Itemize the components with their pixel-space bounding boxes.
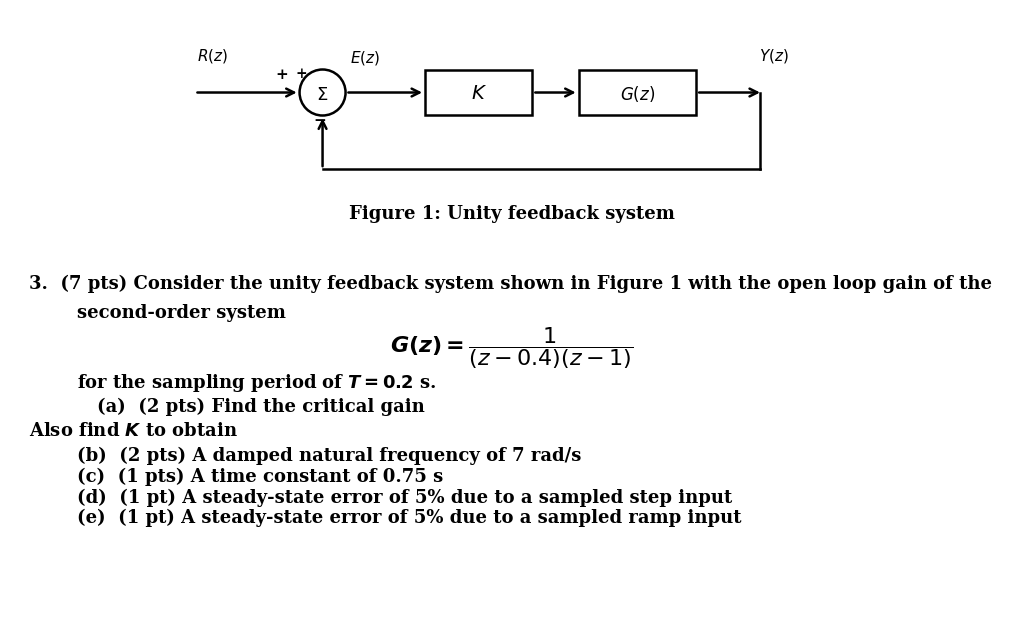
Text: $G(z)$: $G(z)$ [620, 84, 655, 103]
Text: (c)  (1 pts) A time constant of 0.75 s: (c) (1 pts) A time constant of 0.75 s [77, 468, 443, 486]
Text: second-order system: second-order system [77, 304, 286, 322]
Text: (b)  (2 pts) A damped natural frequency of 7 rad/s: (b) (2 pts) A damped natural frequency o… [77, 447, 582, 465]
Bar [579, 70, 696, 115]
Text: 3.  (7 pts) Consider the unity feedback system shown in Figure 1 with the open l: 3. (7 pts) Consider the unity feedback s… [29, 275, 991, 293]
Text: +: + [275, 68, 288, 82]
Bar [425, 70, 532, 115]
Text: $\boldsymbol{G(z) = \dfrac{1}{(z-0.4)(z-1)}}$: $\boldsymbol{G(z) = \dfrac{1}{(z-0.4)(z-… [390, 325, 634, 371]
Text: $R(z)$: $R(z)$ [197, 47, 227, 64]
Text: +: + [296, 66, 307, 80]
Text: (d)  (1 pt) A steady-state error of 5% due to a sampled step input: (d) (1 pt) A steady-state error of 5% du… [77, 489, 732, 507]
Text: (a)  (2 pts) Find the critical gain: (a) (2 pts) Find the critical gain [97, 398, 425, 416]
Text: for the sampling period of $\boldsymbol{T = 0.2}$ s.: for the sampling period of $\boldsymbol{… [77, 372, 436, 394]
Text: $K$: $K$ [471, 84, 486, 103]
Text: Also find $\boldsymbol{K}$ to obtain: Also find $\boldsymbol{K}$ to obtain [29, 422, 238, 440]
Text: −: − [313, 114, 326, 128]
Text: $Y(z)$: $Y(z)$ [759, 47, 788, 64]
Text: $\Sigma$: $\Sigma$ [316, 85, 329, 103]
Text: Figure 1: Unity feedback system: Figure 1: Unity feedback system [349, 205, 675, 223]
Text: $E(z)$: $E(z)$ [349, 48, 380, 66]
Text: (e)  (1 pt) A steady-state error of 5% due to a sampled ramp input: (e) (1 pt) A steady-state error of 5% du… [77, 509, 741, 527]
